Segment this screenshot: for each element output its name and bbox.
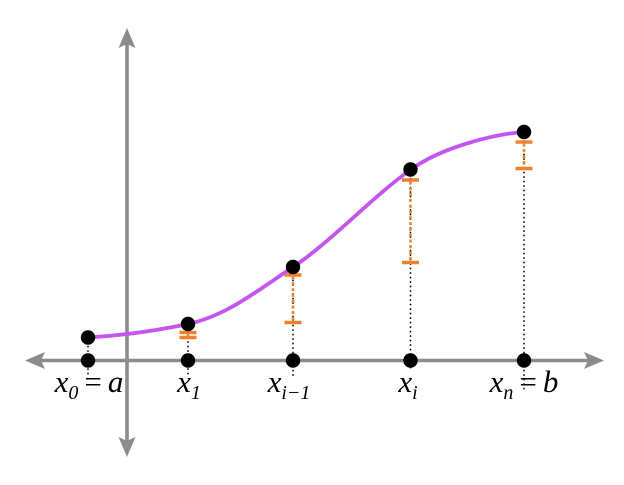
tick-label-x1: x1: [177, 364, 201, 403]
label-value: a: [107, 364, 124, 399]
function-curve: [86, 130, 526, 340]
y-axis-up-arrow-icon: [118, 28, 136, 48]
label-sub: i−1: [281, 382, 311, 405]
label-var: x: [398, 364, 413, 399]
curve-point: [180, 316, 196, 332]
axes: [25, 28, 604, 457]
equals-sign: =: [519, 364, 537, 399]
label-var: x: [54, 364, 69, 399]
label-sub: 0: [68, 382, 79, 405]
axis-point: [285, 353, 301, 368]
curve-point: [80, 330, 96, 345]
axis-point: [516, 353, 532, 368]
label-var: x: [177, 364, 191, 399]
projections-and-bars-layer: [87, 131, 533, 391]
equals-sign: =: [84, 364, 102, 399]
label-sub: n: [503, 382, 514, 405]
axis-point: [180, 353, 196, 368]
tick-label-xi: xi: [398, 364, 417, 403]
curve-point: [403, 162, 418, 177]
label-sub: 1: [190, 382, 201, 405]
axis-point: [403, 353, 418, 368]
tick-label-xi-1: xi−1: [267, 364, 311, 403]
x-axis-right-arrow-icon: [584, 352, 604, 369]
sample-points-layer: [80, 124, 532, 368]
label-var: x: [489, 364, 504, 399]
axis-point: [80, 353, 96, 368]
label-sub: i: [412, 382, 418, 405]
x-axis-left-arrow-icon: [25, 352, 45, 369]
curve-point: [516, 124, 532, 140]
label-value: b: [542, 364, 559, 399]
y-axis-down-arrow-icon: [118, 437, 136, 457]
label-var: x: [267, 364, 282, 399]
tick-label-x0: x0 = a: [54, 364, 124, 403]
curve-point: [285, 259, 301, 275]
tick-label-xn: xn = b: [489, 364, 559, 403]
